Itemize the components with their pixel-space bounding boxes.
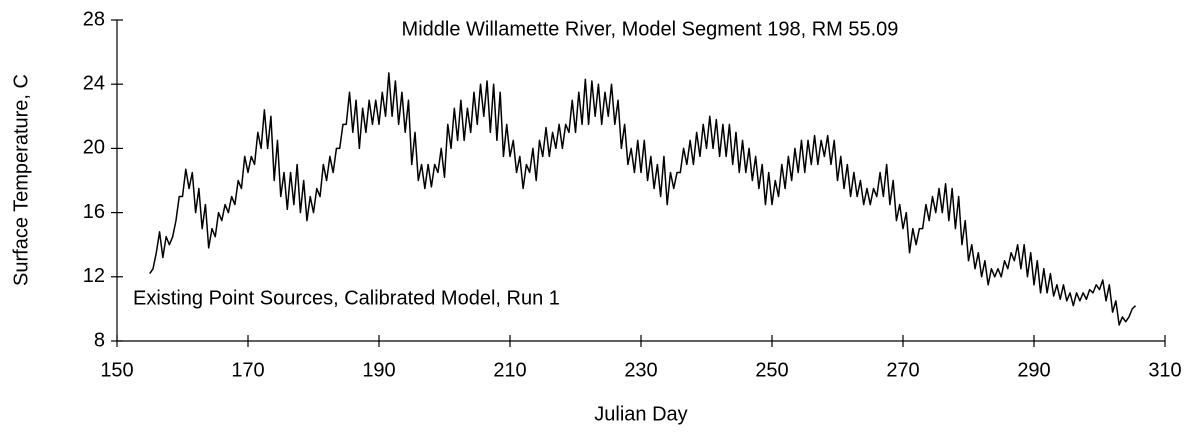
y-tick-label: 16	[83, 201, 105, 223]
y-tick-label: 12	[83, 265, 105, 287]
y-tick-label: 24	[83, 72, 105, 94]
x-tick-label: 250	[755, 359, 788, 381]
x-tick-label: 190	[362, 359, 395, 381]
annotation: Existing Point Sources, Calibrated Model…	[133, 287, 560, 309]
chart-title: Middle Willamette River, Model Segment 1…	[402, 18, 899, 40]
x-tick-label: 310	[1148, 359, 1181, 381]
y-tick-label: 8	[94, 329, 105, 351]
x-tick-label: 270	[886, 359, 919, 381]
x-tick-label: 170	[231, 359, 264, 381]
y-axis-label: Surface Temperature, C	[10, 74, 32, 286]
x-tick-label: 210	[493, 359, 526, 381]
x-tick-label: 290	[1017, 359, 1050, 381]
x-tick-label: 150	[100, 359, 133, 381]
data-line	[149, 72, 1137, 326]
y-tick-label: 20	[83, 137, 105, 159]
x-tick-label: 230	[624, 359, 657, 381]
y-tick-label: 28	[83, 8, 105, 30]
x-axis-label: Julian Day	[594, 403, 687, 425]
